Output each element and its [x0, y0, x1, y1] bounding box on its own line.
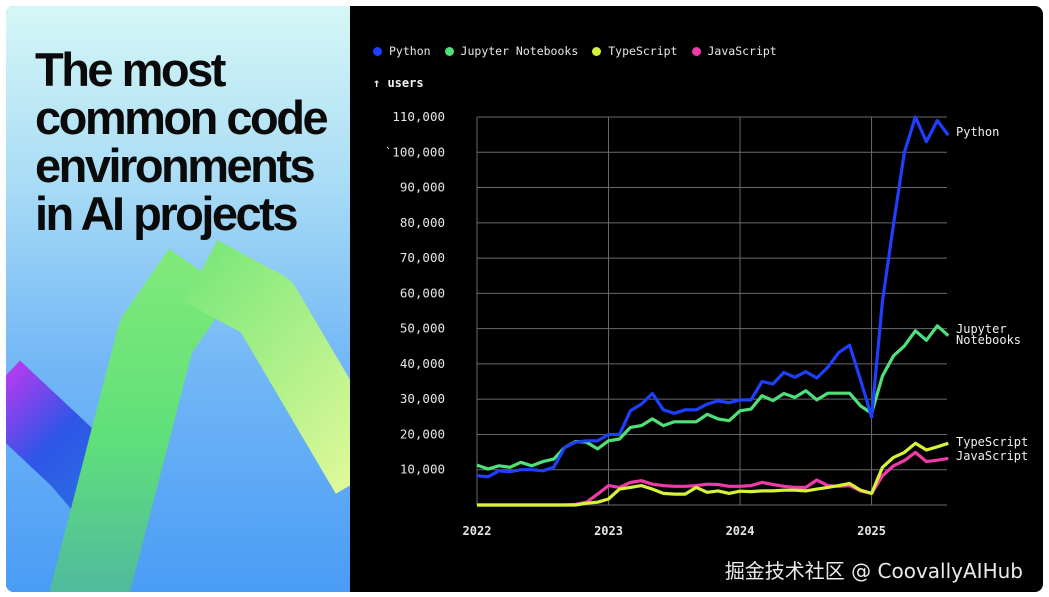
headline: The most common code environments in AI …: [35, 43, 329, 240]
legend-label: TypeScript: [608, 44, 678, 58]
y-tick-label: 80,000: [400, 215, 445, 230]
y-tick-label: 40,000: [400, 356, 445, 371]
y-tick-label: 50,000: [400, 321, 445, 336]
legend-item-python: Python: [373, 44, 431, 58]
series-line-python: [476, 115, 950, 479]
legend-label: Jupyter Notebooks: [460, 44, 579, 58]
y-tick-label: 70,000: [400, 250, 445, 265]
chart-legend: Python Jupyter Notebooks TypeScript Java…: [373, 44, 777, 58]
y-tick-label: 30,000: [400, 391, 445, 406]
x-tick-label: 2022: [463, 524, 492, 538]
series-line-typescript: [477, 441, 949, 507]
x-tick-label: 2023: [594, 524, 623, 538]
x-tick-label: 2025: [857, 524, 886, 538]
y-axis-label: ↑ users: [373, 76, 424, 90]
legend-dot-typescript: [592, 46, 602, 56]
y-tick-label: `100,000: [385, 144, 445, 159]
legend-label: JavaScript: [707, 44, 777, 58]
y-tick-label: 60,000: [400, 285, 445, 300]
watermark: 掘金技术社区 @ CoovallyAIHub: [724, 559, 1023, 583]
y-tick-label: 110,000: [392, 109, 445, 124]
ribbon-artwork: [6, 240, 350, 592]
y-tick-label: 90,000: [400, 180, 445, 195]
series-end-label: TypeScript: [956, 435, 1028, 449]
series-end-label: JavaScript: [956, 449, 1028, 463]
legend-item-jupyter: Jupyter Notebooks: [444, 44, 579, 58]
legend-dot-jupyter: [444, 46, 454, 56]
legend-label: Python: [389, 44, 431, 58]
legend-item-typescript: TypeScript: [592, 44, 678, 58]
infographic-card: The most common code environments in AI …: [6, 6, 1043, 592]
title-panel: The most common code environments in AI …: [6, 6, 350, 592]
x-tick-label: 2024: [726, 524, 755, 538]
legend-item-javascript: JavaScript: [691, 44, 777, 58]
legend-dot-javascript: [691, 46, 701, 56]
y-tick-label: 10,000: [400, 462, 445, 477]
legend-dot-python: [373, 46, 382, 56]
series-end-label: Python: [956, 125, 999, 139]
y-tick-label: 20,000: [400, 426, 445, 441]
series-end-label: Jupyter Notebooks: [956, 322, 1021, 347]
